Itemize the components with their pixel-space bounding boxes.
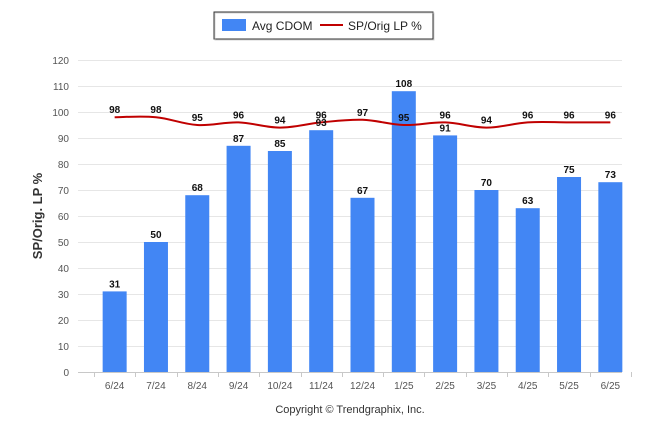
y-tick-label-80: 80	[58, 160, 70, 171]
line-value-label-6/25: 96	[605, 110, 617, 121]
x-tick-label-8/24: 8/24	[188, 381, 208, 392]
bar-11/24	[309, 130, 334, 372]
x-axis-ticks: 6/24 7/24 8/24 9/24 10/24 11/24 12/24 1/25 2/25 3…	[94, 372, 632, 392]
bar-value-label-8/24: 68	[192, 183, 204, 194]
y-tick-label-10: 10	[58, 342, 70, 353]
x-tick-label-6/25: 6/25	[601, 381, 621, 392]
bar-12/24	[350, 197, 375, 372]
bar-value-label-6/25: 73	[605, 170, 617, 181]
legend-label-sp-orig-lp: SP/Orig LP %	[348, 19, 422, 33]
y-tick-label-30: 30	[58, 290, 70, 301]
y-axis-title: SP/Orig. LP %	[30, 172, 45, 259]
bar-6/25	[598, 182, 623, 372]
y-axis-ticks: 0 10 20 30 40 50 60 70 80 90 100 110 120	[52, 56, 69, 379]
bar-6/24	[102, 291, 127, 372]
bar-value-label-9/24: 87	[233, 134, 245, 145]
copyright-text: Copyright © Trendgraphix, Inc.	[275, 404, 424, 416]
grid-lines	[78, 60, 622, 373]
y-tick-label-100: 100	[52, 108, 69, 119]
y-tick-label-120: 120	[52, 56, 69, 67]
x-tick-label-12/24: 12/24	[350, 381, 375, 392]
y-tick-label-70: 70	[58, 186, 70, 197]
x-tick-label-5/25: 5/25	[559, 381, 579, 392]
bar-value-label-11/24: 93	[316, 118, 328, 129]
bar-value-label-4/25: 63	[522, 196, 534, 207]
x-tick-label-10/24: 10/24	[267, 381, 292, 392]
y-tick-label-0: 0	[63, 368, 69, 379]
bar-2/25	[433, 135, 458, 372]
line-sp-orig-lp	[114, 115, 611, 129]
legend-swatch-avg-cdom	[222, 19, 246, 31]
x-tick-label-7/24: 7/24	[146, 381, 166, 392]
bar-value-label-10/24: 85	[274, 139, 286, 150]
line-value-label-9/24: 96	[233, 110, 245, 121]
bar-10/24	[267, 151, 292, 372]
y-tick-label-20: 20	[58, 316, 70, 327]
y-tick-label-90: 90	[58, 134, 70, 145]
line-value-label-3/25: 94	[481, 116, 493, 127]
data-labels: 31 50 68 87 85 93 67 108 91 70 63 75 73 98 98 95 96 94 96 9…	[109, 79, 616, 290]
bars-avg-cdom	[102, 91, 623, 372]
line-value-label-6/24: 98	[109, 105, 121, 116]
bar-7/24	[143, 242, 168, 372]
line-value-label-8/24: 95	[192, 113, 204, 124]
y-tick-label-50: 50	[58, 238, 70, 249]
y-tick-label-60: 60	[58, 212, 70, 223]
x-tick-label-9/24: 9/24	[229, 381, 249, 392]
x-tick-label-1/25: 1/25	[394, 381, 414, 392]
bar-value-label-1/25: 108	[395, 79, 412, 90]
x-tick-label-4/25: 4/25	[518, 381, 538, 392]
legend-label-avg-cdom: Avg CDOM	[252, 19, 312, 33]
bar-4/25	[515, 208, 540, 372]
bar-1/25	[391, 91, 416, 372]
bar-value-label-5/25: 75	[563, 165, 575, 176]
line-path-sp-orig-lp	[114, 115, 611, 129]
line-value-label-11/24: 96	[316, 110, 328, 121]
bar-5/25	[557, 177, 582, 372]
line-value-label-4/25: 96	[522, 110, 534, 121]
bar-value-label-2/25: 91	[440, 123, 452, 134]
line-value-label-5/25: 96	[563, 110, 575, 121]
line-value-label-10/24: 94	[274, 116, 286, 127]
line-value-label-1/25: 95	[398, 113, 410, 124]
bar-value-label-7/24: 50	[150, 230, 162, 241]
x-tick-label-3/25: 3/25	[477, 381, 497, 392]
legend: Avg CDOM SP/Orig LP %	[213, 11, 435, 41]
bar-3/25	[474, 190, 499, 372]
x-tick-label-2/25: 2/25	[435, 381, 455, 392]
bar-value-label-12/24: 67	[357, 186, 369, 197]
bar-value-label-6/24: 31	[109, 279, 121, 290]
line-value-label-2/25: 96	[440, 110, 452, 121]
bar-8/24	[185, 195, 210, 372]
x-tick-label-11/24: 11/24	[309, 381, 334, 392]
line-value-label-12/24: 97	[357, 108, 369, 119]
y-tick-label-40: 40	[58, 264, 70, 275]
x-tick-label-6/24: 6/24	[105, 381, 125, 392]
bar-9/24	[226, 145, 251, 372]
bar-value-label-3/25: 70	[481, 178, 493, 189]
y-tick-label-110: 110	[53, 82, 69, 93]
line-value-label-7/24: 98	[150, 105, 162, 116]
